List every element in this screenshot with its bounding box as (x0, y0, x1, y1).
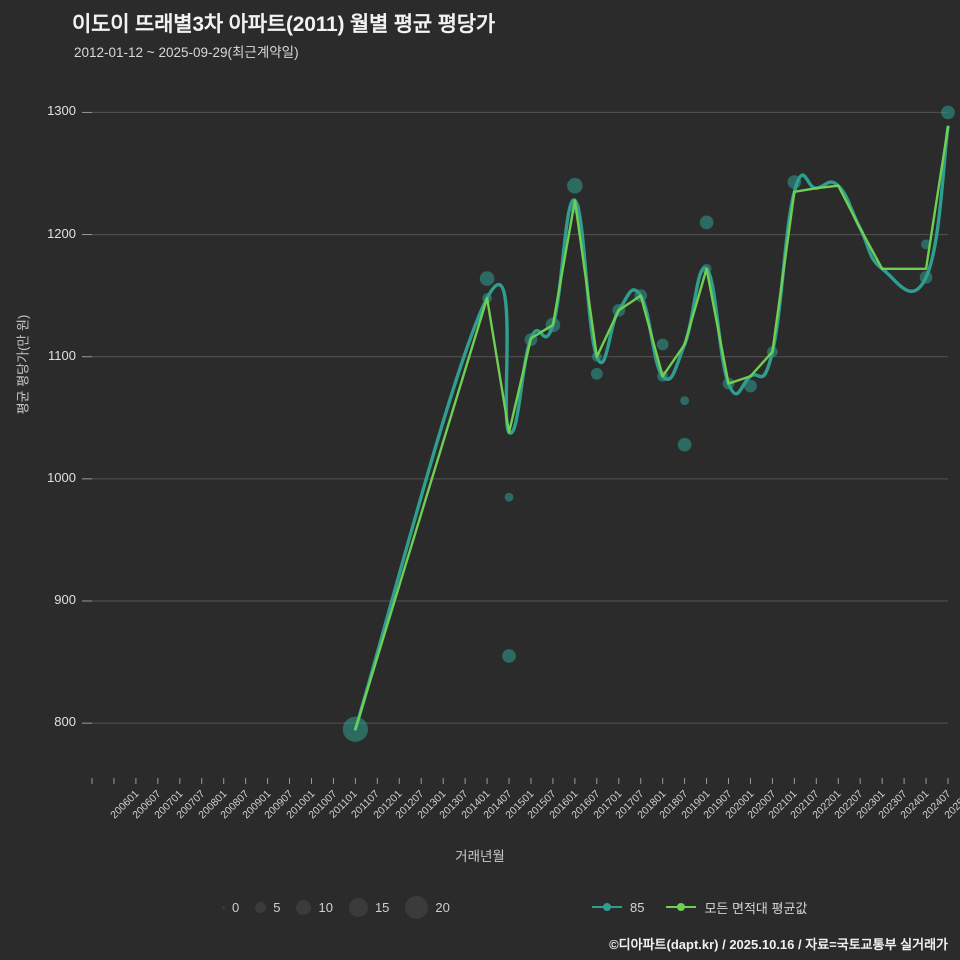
data-bubble (567, 177, 583, 194)
data-bubble (677, 437, 692, 452)
series-line-all-average (354, 125, 950, 731)
footer-credit: ©디아파트(dapt.kr) / 2025.10.16 / 자료=국토교통부 실… (609, 937, 948, 952)
size-legend-item: 0 (222, 900, 243, 915)
data-bubble (787, 175, 802, 189)
size-legend-label: 20 (435, 899, 450, 915)
series-legend-marker (592, 901, 622, 913)
series-legend: 85 모든 면적대 평균값 (592, 892, 829, 922)
x-axis-title: 거래년월 (455, 849, 505, 864)
size-legend-dot (348, 897, 368, 917)
size-legend-label: 5 (273, 899, 281, 915)
size-legend-item: 20 (405, 895, 453, 919)
page-title: 이도이 뜨래별3차 아파트(2011) 월별 평균 평당가 (72, 13, 496, 36)
y-tick-label: 1100 (48, 347, 76, 363)
size-legend-label: 0 (232, 899, 240, 915)
size-legend-item: 15 (348, 897, 393, 917)
series-legend-item-all-average[interactable]: 모든 면적대 평균값 (666, 898, 807, 917)
y-tick-label: 1000 (47, 469, 76, 485)
data-bubble (479, 271, 495, 286)
size-legend-item: 10 (296, 899, 336, 915)
size-legend-dot (255, 901, 267, 913)
data-bubble (590, 367, 603, 380)
size-legend-dot (222, 905, 225, 909)
data-bubble (699, 215, 714, 230)
data-bubble (656, 338, 669, 351)
data-bubble (744, 379, 757, 393)
y-tick-label: 900 (54, 592, 76, 607)
data-bubble (504, 492, 514, 502)
size-legend-dot (296, 899, 312, 915)
size-legend-label: 10 (318, 899, 333, 915)
chart-legend: 0 5 10 15 20 85 모든 면적대 평균값 (0, 892, 960, 922)
y-tick-label: 800 (54, 714, 76, 730)
data-bubble (680, 396, 690, 406)
size-legend-item: 5 (255, 900, 284, 915)
data-bubble (941, 105, 955, 120)
series-legend-label: 모든 면적대 평균값 (704, 900, 808, 916)
series-line-85 (353, 125, 950, 731)
bubble-size-legend: 0 5 10 15 20 (222, 892, 466, 922)
y-tick-label: 1300 (47, 103, 76, 119)
data-bubble (502, 649, 516, 663)
data-bubble (919, 270, 933, 284)
series-legend-item-85[interactable]: 85 (592, 900, 644, 915)
size-legend-label: 15 (374, 899, 390, 915)
size-legend-dot (405, 895, 429, 919)
series-legend-marker (666, 901, 697, 913)
chart-subtitle: 2012-01-12 ~ 2025-09-29(최근계약일) (74, 45, 299, 60)
y-tick-label: 1200 (47, 225, 76, 241)
series-legend-label: 85 (630, 899, 645, 915)
